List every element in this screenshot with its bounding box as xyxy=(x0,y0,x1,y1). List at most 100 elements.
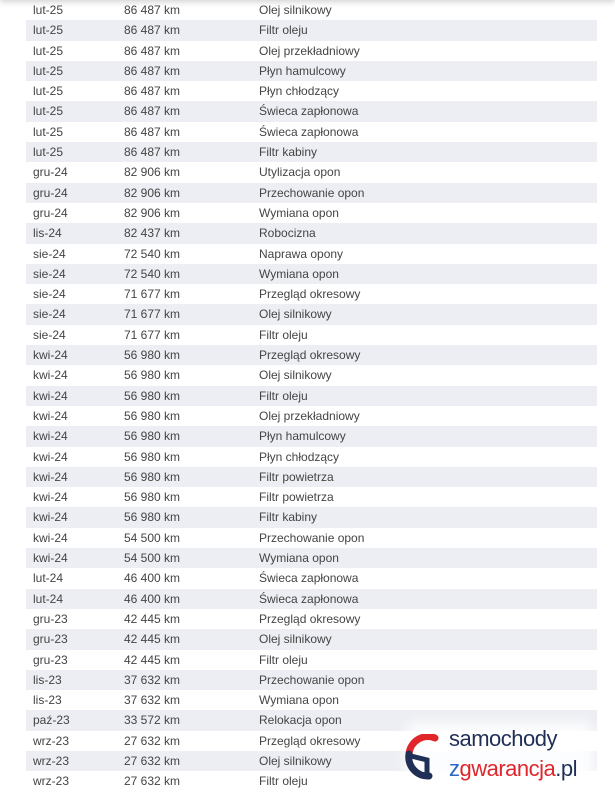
service-cell: Wymiana opon xyxy=(259,551,339,566)
date-cell: kwi-24 xyxy=(33,510,68,525)
mileage-cell: 71 677 km xyxy=(124,327,181,342)
table-row: gru-24 82 906 km Utylizacja opon xyxy=(26,162,597,182)
service-cell: Wymiana opon xyxy=(259,693,339,708)
logo-text-tld: .pl xyxy=(555,756,578,781)
service-history-table: lut-25 86 487 km Olej silnikowy lut-25 86 48… xyxy=(26,0,597,792)
mileage-cell: 86 487 km xyxy=(124,43,181,58)
mileage-cell: 56 980 km xyxy=(124,408,181,423)
service-cell: Olej silnikowy xyxy=(259,368,332,383)
mileage-cell: 56 980 km xyxy=(124,510,181,525)
date-cell: kwi-24 xyxy=(33,530,68,545)
table-row: lut-24 46 400 km Świeca zapłonowa xyxy=(26,588,597,609)
mileage-cell: 86 487 km xyxy=(124,23,181,38)
service-cell: Przegląd okresowy xyxy=(259,733,361,748)
date-cell: kwi-24 xyxy=(33,490,68,505)
service-cell: Wymiana opon xyxy=(259,266,339,281)
table-row: kwi-24 56 980 km Filtr kabiny xyxy=(26,507,597,528)
table-row: lut-24 46 400 km Świeca zapłonowa xyxy=(26,568,597,588)
date-cell: wrz-23 xyxy=(33,753,70,768)
table-row: gru-24 82 906 km Wymiana opon xyxy=(26,203,597,223)
date-cell: paź-23 xyxy=(33,713,70,728)
date-cell: lut-25 xyxy=(33,63,64,78)
mileage-cell: 37 632 km xyxy=(124,672,181,687)
date-cell: lut-25 xyxy=(33,3,64,17)
mileage-cell: 82 437 km xyxy=(124,226,181,241)
service-cell: Relokacja opon xyxy=(259,713,342,728)
service-cell: Przegląd okresowy xyxy=(259,348,361,363)
date-cell: lut-24 xyxy=(33,591,64,606)
logo-backdrop xyxy=(405,722,595,790)
service-cell: Olej przekładniowy xyxy=(259,408,360,423)
date-cell: kwi-24 xyxy=(33,408,68,423)
steering-wheel-icon xyxy=(405,734,439,780)
date-cell: lut-25 xyxy=(33,104,64,119)
table-row: sie-24 71 677 km Olej silnikowy xyxy=(26,304,597,325)
mileage-cell: 72 540 km xyxy=(124,266,181,281)
date-cell: gru-23 xyxy=(33,632,68,647)
mileage-cell: 56 980 km xyxy=(124,429,181,444)
date-cell: gru-24 xyxy=(33,205,68,220)
table-row: gru-24 82 906 km Przechowanie opon xyxy=(26,182,597,203)
mileage-cell: 42 445 km xyxy=(124,652,181,667)
mileage-cell: 46 400 km xyxy=(124,591,181,606)
service-cell: Robocizna xyxy=(259,226,316,241)
table-row: kwi-24 54 500 km Wymiana opon xyxy=(26,548,597,569)
date-cell: kwi-24 xyxy=(33,429,68,444)
service-cell: Świeca zapłonowa xyxy=(259,571,359,586)
service-cell: Przechowanie opon xyxy=(259,185,365,200)
mileage-cell: 86 487 km xyxy=(124,84,181,99)
table-row: kwi-24 56 980 km Olej przekładniowy xyxy=(26,406,597,426)
table-row: sie-24 72 540 km Wymiana opon xyxy=(26,263,597,285)
date-cell: lis-24 xyxy=(33,226,62,241)
service-cell: Przegląd okresowy xyxy=(259,287,361,302)
date-cell: sie-24 xyxy=(33,246,66,261)
service-cell: Przechowanie opon xyxy=(259,672,365,687)
mileage-cell: 86 487 km xyxy=(124,104,181,119)
mileage-cell: 46 400 km xyxy=(124,571,181,586)
table-row: kwi-24 56 980 km Przegląd okresowy xyxy=(26,345,597,366)
date-cell: sie-24 xyxy=(33,287,66,302)
service-cell: Filtr oleju xyxy=(259,23,308,38)
mileage-cell: 54 500 km xyxy=(124,551,181,566)
mileage-cell: 82 906 km xyxy=(124,165,181,180)
mileage-cell: 86 487 km xyxy=(124,63,181,78)
service-cell: Płyn chłodzący xyxy=(259,449,340,464)
date-cell: sie-24 xyxy=(33,266,66,281)
service-cell: Olej przekładniowy xyxy=(259,43,360,58)
mileage-cell: 56 980 km xyxy=(124,368,181,383)
date-cell: sie-24 xyxy=(33,327,66,342)
table-row: kwi-24 56 980 km Filtr powietrza xyxy=(26,466,597,488)
service-cell: Olej silnikowy xyxy=(259,753,332,768)
service-cell: Filtr powietrza xyxy=(259,469,334,484)
mileage-cell: 56 980 km xyxy=(124,388,181,403)
date-cell: lis-23 xyxy=(33,672,62,687)
service-cell: Filtr oleju xyxy=(259,327,308,342)
mileage-cell: 37 632 km xyxy=(124,693,181,708)
table-row: lut-25 86 487 km Filtr oleju xyxy=(26,20,597,41)
logo-text-zgwarancja: zgwarancja.pl xyxy=(449,756,578,782)
date-cell: gru-24 xyxy=(33,185,68,200)
table-row: kwi-24 56 980 km Płyn chłodzący xyxy=(26,447,597,467)
mileage-cell: 56 980 km xyxy=(124,449,181,464)
mileage-cell: 42 445 km xyxy=(124,611,181,626)
date-cell: wrz-23 xyxy=(33,733,70,748)
mileage-cell: 82 906 km xyxy=(124,205,181,220)
mileage-cell: 82 906 km xyxy=(124,185,181,200)
mileage-cell: 56 980 km xyxy=(124,469,181,484)
service-cell: Filtr powietrza xyxy=(259,490,334,505)
mileage-cell: 86 487 km xyxy=(124,3,181,17)
service-cell: Przechowanie opon xyxy=(259,530,365,545)
mileage-cell: 56 980 km xyxy=(124,348,181,363)
table-row: lis-23 37 632 km Przechowanie opon xyxy=(26,669,597,691)
table-row: lis-24 82 437 km Robocizna xyxy=(26,223,597,244)
date-cell: kwi-24 xyxy=(33,551,68,566)
date-cell: sie-24 xyxy=(33,307,66,322)
table-row: kwi-24 56 980 km Filtr powietrza xyxy=(26,487,597,507)
service-cell: Świeca zapłonowa xyxy=(259,124,359,139)
table-row: lut-25 86 487 km Płyn hamulcowy xyxy=(26,60,597,82)
mileage-cell: 27 632 km xyxy=(124,774,181,789)
service-cell: Przegląd okresowy xyxy=(259,611,361,626)
date-cell: kwi-24 xyxy=(33,348,68,363)
mileage-cell: 56 980 km xyxy=(124,490,181,505)
date-cell: lut-25 xyxy=(33,84,64,99)
